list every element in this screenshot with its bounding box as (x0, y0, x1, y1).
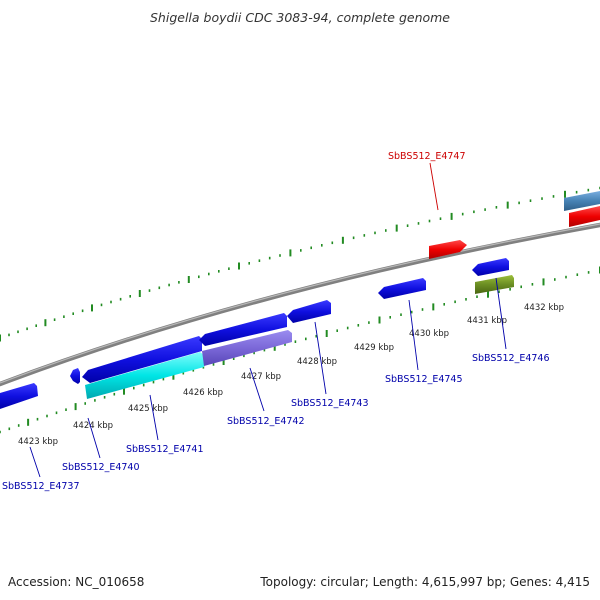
outer-tick-row (0, 186, 600, 342)
gene-label[interactable]: SbBS512_E4740 (62, 462, 140, 473)
gene-label[interactable]: SbBS512_E4747 (388, 151, 466, 162)
gene-olive[interactable] (475, 275, 514, 294)
tick-label: 4428 kbp (297, 357, 337, 367)
genome-stats-text: Topology: circular; Length: 4,615,997 bp… (259, 575, 590, 589)
tick-label: 4425 kbp (128, 404, 168, 414)
tick-label: 4431 kbp (467, 316, 507, 326)
tick-label: 4427 kbp (241, 372, 281, 382)
callout-line (314, 321, 327, 395)
gene-E4747[interactable] (429, 240, 467, 259)
gene-E4745[interactable] (378, 278, 426, 299)
inner-tick-row (0, 266, 600, 434)
gene-small-blue[interactable] (70, 368, 80, 384)
tick-labels: 4423 kbp 4424 kbp 4425 kbp 4426 kbp 4427… (18, 303, 564, 447)
tick-label: 4430 kbp (409, 329, 449, 339)
gene-E4743[interactable] (287, 300, 331, 323)
gene-label[interactable]: SbBS512_E4746 (472, 353, 550, 364)
gene-E4741[interactable] (85, 352, 204, 399)
gene-E4746[interactable] (472, 258, 509, 276)
callout-line (408, 299, 419, 371)
callout-line (87, 417, 101, 459)
tick-label: 4424 kbp (73, 421, 113, 431)
gene-steel[interactable] (564, 191, 600, 211)
gene-E4742[interactable] (202, 330, 292, 366)
callout-line (495, 277, 507, 350)
gene-E4741b[interactable] (199, 313, 287, 346)
callout-line (249, 367, 265, 412)
gene-red-right[interactable] (569, 206, 600, 227)
gene-label[interactable]: SbBS512_E4741 (126, 444, 204, 455)
callout-line (429, 162, 439, 211)
genome-backbone (0, 222, 600, 387)
gene-label[interactable]: SbBS512_E4742 (227, 416, 305, 427)
tick-label: 4426 kbp (183, 388, 223, 398)
gene-E4740[interactable] (82, 336, 202, 383)
genome-backbone-highlight (0, 223, 600, 384)
callout-lines (29, 162, 507, 478)
gene-label[interactable]: SbBS512_E4743 (291, 398, 369, 409)
map-title: Shigella boydii CDC 3083-94, complete ge… (150, 10, 450, 25)
gene-label[interactable]: SbBS512_E4737 (2, 481, 80, 492)
gene-labels: SbBS512_E4737 SbBS512_E4740 SbBS512_E474… (2, 151, 550, 492)
gene-E4737[interactable] (0, 383, 38, 409)
gene-label[interactable]: SbBS512_E4745 (385, 374, 463, 385)
callout-line (29, 446, 41, 478)
genes (0, 191, 600, 409)
tick-label: 4423 kbp (18, 437, 58, 447)
tick-label: 4429 kbp (354, 343, 394, 353)
callout-line (149, 394, 159, 441)
accession-text: Accession: NC_010658 (8, 575, 144, 589)
tick-label: 4432 kbp (524, 303, 564, 313)
